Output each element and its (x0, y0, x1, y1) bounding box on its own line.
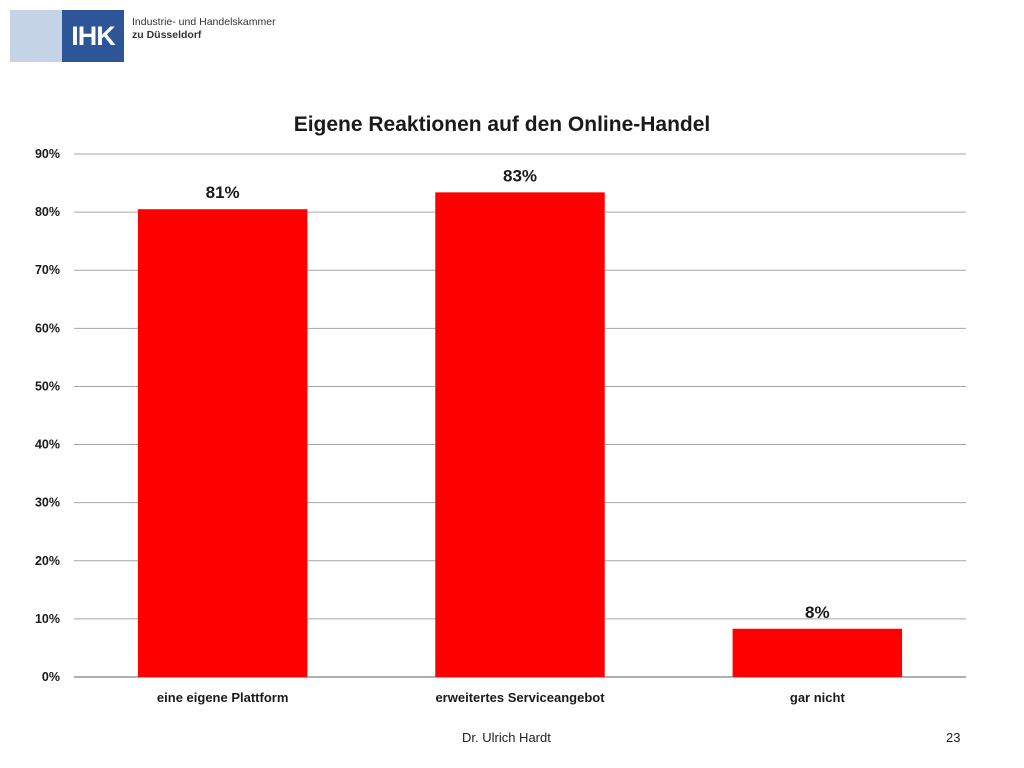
y-tick-label: 60% (35, 321, 60, 335)
x-tick-label: gar nicht (790, 690, 846, 705)
data-label: 8% (805, 603, 830, 622)
y-tick-label: 0% (42, 670, 60, 684)
data-label: 81% (206, 183, 240, 202)
x-axis-ticks: eine eigene Plattform erweitertes Service… (157, 690, 846, 705)
y-tick-label: 90% (35, 147, 60, 161)
y-tick-label: 70% (35, 263, 60, 277)
y-tick-label: 80% (35, 205, 60, 219)
x-tick-label: erweitertes Serviceangebot (435, 690, 605, 705)
logo-line-1: Industrie- und Handelskammer (132, 16, 276, 28)
ihk-logo: IHK Industrie- und Handelskammer zu Düss… (10, 10, 276, 62)
chart-title: Eigene Reaktionen auf den Online-Handel (294, 113, 711, 136)
y-tick-label: 10% (35, 612, 60, 626)
bars (137, 192, 903, 677)
data-labels: 81% 83% 8% (206, 166, 830, 621)
bar (435, 192, 605, 677)
logo-text: Industrie- und Handelskammer zu Düsseldo… (132, 10, 276, 62)
bar (732, 628, 903, 677)
data-label: 83% (503, 166, 537, 185)
bar-chart: Eigene Reaktionen auf den Online-Handel … (35, 113, 966, 705)
y-tick-label: 50% (35, 379, 60, 393)
y-tick-label: 40% (35, 438, 60, 452)
logo-mark: IHK (62, 10, 124, 62)
page-number: 23 (946, 730, 961, 745)
y-tick-label: 30% (35, 496, 60, 510)
bar (137, 209, 308, 677)
footer: Dr. Ulrich Hardt 23 (0, 730, 1024, 748)
logo-light-block (10, 10, 62, 62)
y-tick-label: 20% (35, 554, 60, 568)
footer-author: Dr. Ulrich Hardt (462, 730, 551, 745)
x-tick-label: eine eigene Plattform (157, 690, 288, 705)
logo-line-2: zu Düsseldorf (132, 29, 202, 41)
y-axis-ticks: 0% 10% 20% 30% 40% 50% 60% 70% 80% 90% (35, 147, 60, 684)
